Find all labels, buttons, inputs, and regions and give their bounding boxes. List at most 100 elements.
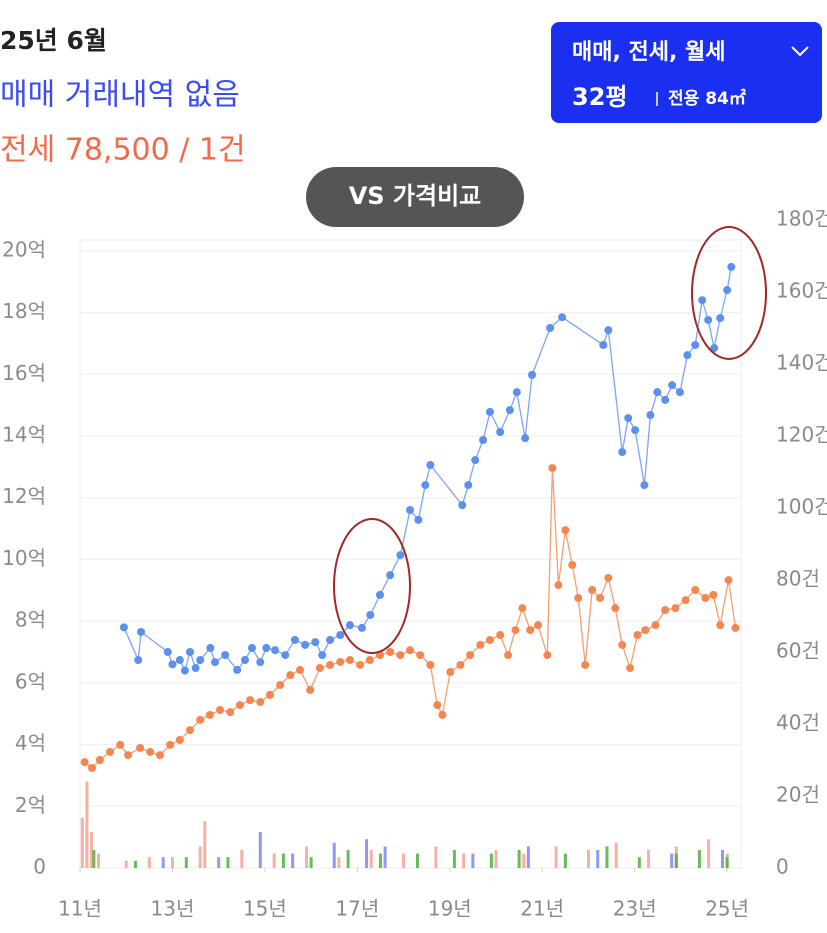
price-point — [426, 660, 435, 669]
price-point — [256, 697, 265, 706]
price-point — [421, 481, 430, 490]
price-point — [568, 560, 577, 569]
chevron[interactable] — [791, 46, 809, 57]
price-point — [698, 296, 707, 305]
price-point — [546, 324, 555, 332]
jeonse-status: 전세 78,500 / 1건 — [0, 133, 246, 168]
volume-bar — [369, 850, 373, 868]
y2-tick-label: 20건 — [776, 783, 820, 807]
price-point — [526, 626, 535, 635]
price-point — [365, 656, 374, 665]
filter-box[interactable] — [551, 22, 822, 123]
compare-button[interactable]: VS 가격비교 — [306, 167, 524, 227]
price-point — [262, 643, 271, 652]
price-point — [504, 651, 513, 660]
y-tick-label: 16억 — [2, 361, 46, 385]
price-point — [336, 657, 345, 666]
price-point — [155, 751, 164, 760]
volume-bar — [637, 857, 641, 868]
price-point — [691, 585, 700, 594]
price-point — [691, 340, 700, 349]
price-point — [661, 606, 670, 615]
price-point — [296, 665, 305, 674]
price-point — [205, 710, 214, 719]
volume-bar — [721, 850, 725, 868]
price-point — [206, 643, 215, 652]
x-tick-label: 17년 — [335, 897, 379, 921]
price-point — [476, 640, 485, 649]
volume-bar — [471, 853, 475, 868]
price-point — [471, 456, 480, 465]
filter-size[interactable]: 32평 — [572, 83, 627, 111]
volume-bar — [272, 853, 276, 868]
volume-bar — [365, 839, 369, 868]
price-point — [518, 604, 527, 613]
price-point — [604, 326, 613, 335]
price-point — [124, 751, 133, 760]
price-point — [426, 461, 435, 470]
price-point — [336, 631, 345, 640]
price-point — [596, 594, 605, 602]
volume-bar — [133, 860, 137, 868]
y-tick-label: 18억 — [2, 299, 46, 323]
volume-bar — [96, 853, 100, 868]
price-point — [95, 756, 104, 764]
price-point — [396, 651, 405, 660]
volume-bar — [90, 832, 94, 868]
volume-bar — [596, 850, 600, 868]
volume-bar — [563, 853, 567, 868]
volume-bar — [522, 853, 526, 868]
price-point — [633, 631, 642, 640]
y-tick-label: 12억 — [2, 484, 46, 508]
plot-border — [79, 239, 742, 869]
x-tick-label: 23년 — [613, 897, 657, 921]
price-point — [438, 710, 447, 719]
price-point — [357, 623, 366, 632]
price-point — [464, 481, 473, 490]
y2-tick-label: 180건 — [776, 207, 827, 231]
price-point — [265, 690, 274, 699]
price-point — [574, 594, 583, 602]
price-point — [704, 315, 713, 324]
volume-bar — [725, 857, 729, 868]
volume-bar — [170, 857, 174, 868]
filter-area[interactable]: 전용 84㎡ — [668, 88, 746, 109]
filter-dropdown[interactable]: 매매, 전세, 월세 32평 전용 84㎡ — [551, 22, 822, 123]
price-point — [210, 658, 219, 667]
price-point — [458, 501, 467, 510]
y2-tick-label: 160건 — [776, 279, 827, 303]
price-point — [241, 656, 250, 665]
y-tick-label: 20억 — [2, 237, 46, 261]
y2-tick-label: 80건 — [776, 567, 820, 591]
price-point — [668, 381, 677, 390]
price-point — [216, 706, 225, 715]
compare-pill[interactable] — [306, 167, 524, 227]
price-point — [106, 747, 115, 756]
price-point — [196, 715, 205, 724]
y-tick-label: 10억 — [2, 546, 46, 570]
price-point — [386, 648, 395, 656]
y2-tick-label: 100건 — [776, 495, 827, 519]
price-point — [80, 758, 89, 767]
highlight-circle — [333, 518, 411, 654]
price-line — [123, 266, 732, 673]
volume-bar — [281, 853, 285, 868]
price-point — [406, 506, 415, 515]
price-point — [186, 648, 195, 656]
price-point — [640, 481, 649, 490]
price-point — [247, 643, 256, 652]
filter-types[interactable]: 매매, 전세, 월세 — [572, 40, 725, 65]
compare-label[interactable]: VS 가격비교 — [349, 182, 482, 210]
volume-bar — [226, 857, 230, 868]
price-point — [301, 640, 310, 649]
volume-bar — [309, 857, 313, 868]
y-tick-label: 2억 — [15, 793, 46, 817]
price-point — [521, 434, 530, 443]
price-point — [466, 651, 475, 660]
volume-bar — [415, 853, 419, 868]
price-point — [134, 656, 143, 665]
price-point — [624, 414, 633, 423]
price-point — [180, 666, 189, 675]
y-tick-label: 8억 — [15, 608, 46, 632]
